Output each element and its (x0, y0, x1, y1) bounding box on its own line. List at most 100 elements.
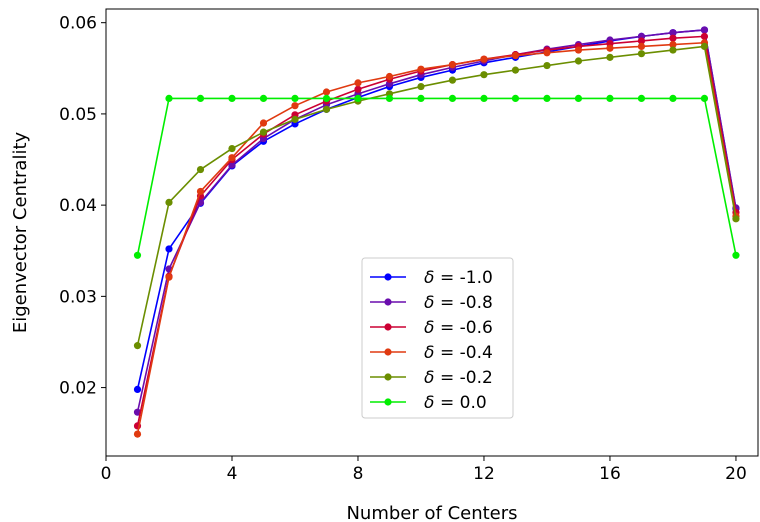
x-tick-label: 16 (599, 464, 621, 484)
legend-symbol: δ (424, 343, 434, 363)
data-point (606, 53, 614, 61)
data-point (354, 94, 362, 102)
legend-symbol: δ (424, 393, 434, 413)
x-tick-label: 8 (353, 464, 364, 484)
data-point (417, 82, 425, 91)
data-point (511, 51, 520, 60)
y-tick-label: 0.06 (59, 14, 97, 34)
data-point (133, 251, 142, 259)
legend-symbol: δ (424, 318, 434, 338)
data-point (606, 94, 614, 102)
legend-marker (384, 398, 392, 406)
data-point (511, 94, 520, 102)
data-point (196, 165, 205, 174)
legend-label: = -0.4 (440, 343, 493, 363)
data-point (291, 102, 299, 110)
data-point (606, 44, 614, 52)
data-point (354, 79, 362, 87)
legend-label: = -0.6 (440, 318, 493, 338)
x-tick-label: 0 (101, 464, 112, 484)
legend-label: = -0.2 (440, 368, 493, 388)
legend-item: δ = -0.2 (370, 368, 493, 388)
plot-frame (105, 8, 759, 457)
legend-symbol: δ (424, 293, 434, 313)
legend-marker (384, 298, 392, 306)
data-point (543, 61, 551, 70)
data-point (322, 94, 331, 102)
legend-item: δ = -1.0 (370, 268, 493, 288)
data-point (732, 251, 740, 259)
data-point (669, 40, 677, 49)
y-tick-label: 0.02 (59, 379, 97, 399)
y-tick-label: 0.03 (59, 287, 97, 307)
data-point (511, 66, 520, 74)
legend-marker (384, 323, 392, 331)
data-point (637, 94, 646, 102)
y-tick-label: 0.04 (59, 196, 97, 216)
data-point (228, 161, 236, 169)
data-point (637, 42, 646, 51)
ticks-layer: 0 4 8 12 16 20 0.02 0.03 0.04 0.05 0.06 (59, 14, 747, 484)
legend-items: δ = -1.0 δ = -0.8 δ = -0.6 δ = -0.4 δ = -0.2 δ = 0.… (370, 268, 493, 413)
data-point (196, 94, 205, 102)
series-line (136, 97, 737, 256)
data-point (133, 385, 142, 394)
data-point (196, 187, 205, 196)
y-axis-label: Eigenvector Centrality (10, 131, 31, 333)
data-point (480, 55, 488, 63)
series-line (136, 35, 737, 427)
data-point (637, 37, 646, 45)
data-point (165, 273, 173, 281)
x-tick-label: 20 (725, 464, 747, 484)
series-line (136, 29, 737, 413)
data-point (669, 46, 677, 54)
series-3 (133, 39, 740, 438)
data-point (228, 144, 236, 153)
legend-item: δ = -0.6 (370, 318, 493, 338)
data-point (480, 71, 488, 79)
data-point (259, 94, 268, 102)
legend-item: δ = -0.8 (370, 293, 493, 313)
y-tick-label: 0.05 (59, 105, 97, 125)
legend-label: = -0.8 (440, 293, 493, 313)
data-point (669, 34, 677, 42)
data-point (322, 88, 331, 96)
legend-label: = 0.0 (440, 393, 487, 413)
legend-symbol: δ (424, 268, 434, 288)
data-point (543, 49, 551, 57)
data-point (385, 94, 394, 102)
series-4 (133, 42, 740, 350)
data-point (322, 105, 331, 113)
data-point (165, 94, 173, 102)
data-point (228, 154, 236, 162)
x-tick-label: 4 (227, 464, 238, 484)
legend-box (361, 257, 514, 419)
legend-item: δ = 0.0 (370, 393, 487, 413)
legend-marker (384, 373, 392, 381)
data-point (291, 115, 299, 123)
series-5 (133, 94, 740, 259)
data-point (259, 128, 268, 136)
data-point (732, 215, 740, 223)
data-point (165, 198, 173, 206)
data-point (574, 46, 583, 54)
legend-label: = -1.0 (440, 268, 493, 288)
data-point (448, 61, 457, 69)
data-point (448, 76, 457, 84)
data-point (448, 94, 457, 102)
data-point (700, 32, 709, 40)
data-point (700, 42, 709, 51)
data-point (228, 94, 236, 102)
legend-marker (384, 348, 392, 356)
data-point (417, 65, 425, 73)
data-point (354, 85, 362, 93)
data-point (133, 342, 142, 350)
legend: δ = -1.0 δ = -0.8 δ = -0.6 δ = -0.4 δ = -0.2 δ = 0.… (361, 257, 514, 419)
data-point (574, 94, 583, 102)
data-point (637, 50, 646, 58)
data-point (417, 94, 425, 102)
legend-marker (384, 273, 392, 281)
x-tick-label: 12 (473, 464, 495, 484)
data-point (259, 119, 268, 127)
